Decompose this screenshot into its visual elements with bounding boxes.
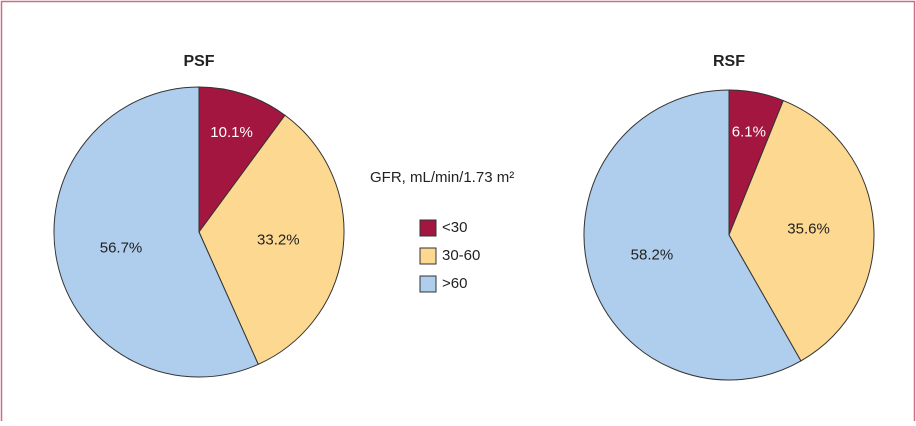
legend-swatch	[419, 219, 437, 237]
pie-slice	[198, 86, 286, 234]
legend-label: 30-60	[442, 247, 480, 264]
pie-slice	[728, 99, 875, 362]
value-label: 10.1%	[210, 124, 253, 141]
value-label: 6.1%	[732, 123, 766, 140]
legend-title: GFR, mL/min/1.73 m²	[370, 169, 514, 186]
chart-title: PSF	[183, 53, 214, 70]
pie-slice	[583, 89, 802, 381]
value-label: 33.2%	[257, 231, 300, 248]
legend-swatch	[419, 275, 437, 293]
value-label: 56.7%	[100, 240, 143, 257]
value-label: 58.2%	[631, 246, 674, 263]
legend-label: >60	[442, 275, 467, 292]
legend-label: <30	[442, 219, 467, 236]
chart-title: RSF	[713, 53, 745, 70]
legend-swatch	[419, 247, 437, 265]
pie-slice	[53, 86, 259, 378]
pie-slice	[198, 114, 345, 366]
value-label: 35.6%	[787, 221, 830, 238]
